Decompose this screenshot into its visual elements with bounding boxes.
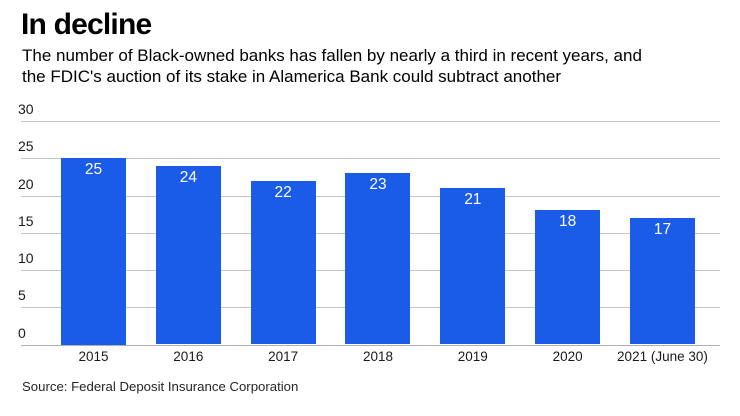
bar-2015: 25 [61, 158, 126, 345]
bar-value-label: 22 [274, 183, 292, 201]
source-note: Source: Federal Deposit Insurance Corpor… [22, 379, 299, 394]
x-axis-label-2016: 2016 [173, 348, 204, 364]
x-axis-label-2021-june-30: 2021 (June 30) [617, 348, 708, 364]
x-axis-label-2019: 2019 [457, 348, 488, 364]
y-axis-tick-label-5: 5 [18, 287, 26, 304]
x-axis-label-2017: 2017 [268, 348, 299, 364]
y-axis-tick-label-15: 15 [18, 212, 34, 229]
y-axis-tick-label-25: 25 [18, 138, 34, 155]
bar-2017: 22 [250, 180, 316, 345]
bar-value-label: 24 [179, 168, 197, 186]
x-axis-baseline [21, 344, 720, 346]
y-axis-tick-label-20: 20 [18, 175, 34, 192]
bar-value-label: 18 [559, 213, 577, 231]
gridline-y-30 [21, 121, 720, 122]
x-axis-label-2020: 2020 [552, 348, 583, 364]
chart-subtitle-line-2: the FDIC's auction of its stake in Alame… [22, 67, 562, 86]
bar-value-label: 21 [464, 191, 482, 209]
y-axis-tick-label-10: 10 [18, 250, 34, 266]
bar-2021-june-30: 17 [629, 217, 695, 345]
page-title: In decline [21, 8, 152, 41]
x-axis-label-2015: 2015 [78, 348, 109, 364]
bar-value-label: 17 [653, 220, 672, 238]
bar-value-label: 23 [369, 176, 387, 194]
bar-2020: 18 [535, 210, 601, 345]
chart-subtitle: The number of Black-owned banks has fall… [22, 45, 727, 87]
bar-2016: 24 [155, 165, 221, 345]
bar-2018: 23 [345, 173, 411, 345]
chart-subtitle-line-1: The number of Black-owned banks has fall… [22, 46, 642, 65]
y-axis-tick-label-30: 30 [18, 101, 34, 117]
gridline-y-25 [21, 158, 720, 160]
x-axis-label-2018: 2018 [362, 348, 393, 364]
bar-2019: 21 [440, 188, 506, 345]
y-axis-tick-label-0: 0 [18, 324, 26, 341]
bar-value-label: 25 [84, 161, 103, 179]
